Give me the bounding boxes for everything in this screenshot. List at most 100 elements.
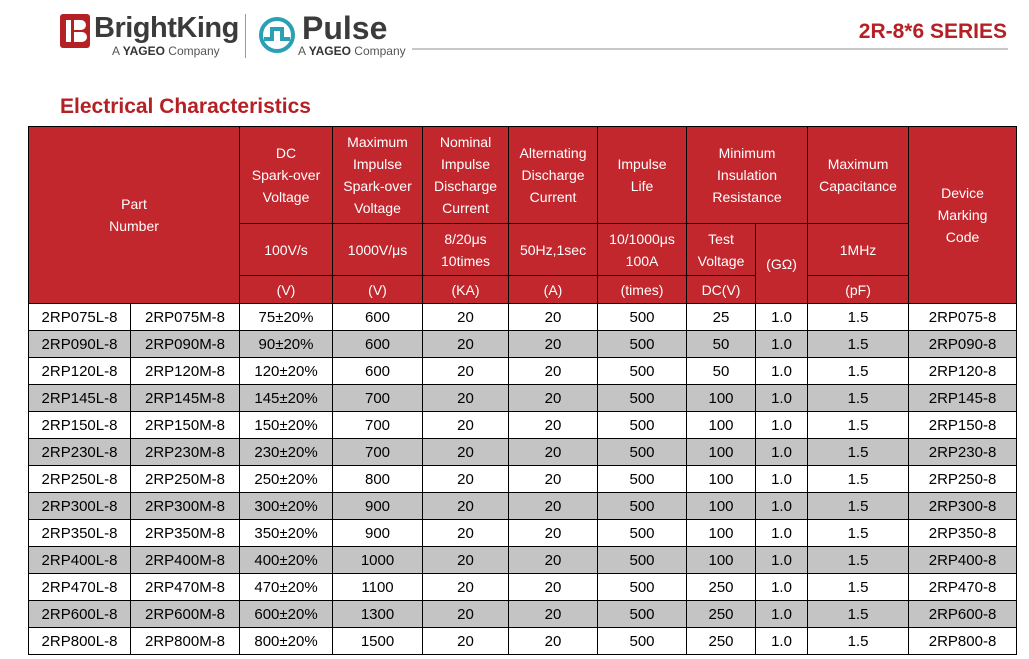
cell-capacitance: 1.5: [807, 546, 910, 574]
cell-marking-code: 2RP120-8: [908, 357, 1018, 385]
cell-part-m: 2RP350M-8: [129, 519, 241, 547]
pulse-name: Pulse: [302, 10, 388, 46]
cell-alt-discharge: 20: [508, 519, 599, 547]
cell-dc-sparkover: 400±20%: [239, 546, 334, 574]
cell-part-l: 2RP470L-8: [28, 573, 131, 601]
cell-test-voltage: 250: [686, 600, 757, 628]
cell-part-m: 2RP470M-8: [129, 573, 241, 601]
cell-max-impulse: 600: [332, 303, 424, 331]
cell-capacitance: 1.5: [807, 303, 910, 331]
cell-marking-code: 2RP470-8: [908, 573, 1018, 601]
cell-part-m: 2RP150M-8: [129, 411, 241, 439]
cond-max-impulse: 1000V/μs: [332, 223, 424, 276]
section-title: Electrical Characteristics: [60, 95, 311, 118]
cell-dc-sparkover: 600±20%: [239, 600, 334, 628]
cell-capacitance: 1.5: [807, 384, 910, 412]
unit-alt-discharge: (A): [508, 275, 599, 304]
header-alt-discharge: Alternating Discharge Current: [508, 126, 599, 224]
cell-nominal-discharge: 20: [422, 492, 510, 520]
cell-marking-code: 2RP800-8: [908, 627, 1018, 655]
cell-nominal-discharge: 20: [422, 600, 510, 628]
cell-marking-code: 2RP090-8: [908, 330, 1018, 358]
table-row: 2RP120L-8 2RP120M-8 120±20% 600 20 20 500 50 1.0…: [28, 357, 1018, 385]
cell-alt-discharge: 20: [508, 600, 599, 628]
cell-capacitance: 1.5: [807, 492, 910, 520]
cell-impulse-life: 500: [597, 330, 688, 358]
cell-marking-code: 2RP230-8: [908, 438, 1018, 466]
cell-nominal-discharge: 20: [422, 411, 510, 439]
cell-impulse-life: 500: [597, 303, 688, 331]
cell-impulse-life: 500: [597, 546, 688, 574]
cell-max-impulse: 600: [332, 330, 424, 358]
cell-impulse-life: 500: [597, 492, 688, 520]
series-title: 2R-8*6 SERIES: [858, 20, 1007, 43]
cell-dc-sparkover: 300±20%: [239, 492, 334, 520]
cell-insulation-resistance: 1.0: [755, 411, 809, 439]
cell-insulation-resistance: 1.0: [755, 573, 809, 601]
cell-test-voltage: 100: [686, 519, 757, 547]
cell-impulse-life: 500: [597, 573, 688, 601]
cell-part-l: 2RP230L-8: [28, 438, 131, 466]
cell-test-voltage: 100: [686, 384, 757, 412]
cell-nominal-discharge: 20: [422, 573, 510, 601]
table-row: 2RP250L-8 2RP250M-8 250±20% 800 20 20 500 100 1.…: [28, 465, 1018, 493]
cell-alt-discharge: 20: [508, 411, 599, 439]
cell-alt-discharge: 20: [508, 303, 599, 331]
cond-test-voltage: Test Voltage: [686, 223, 757, 276]
table-row: 2RP090L-8 2RP090M-8 90±20% 600 20 20 500 50 1.0 1…: [28, 330, 1018, 358]
brightking-logo: BrightKing A YAGEO Company: [60, 12, 240, 58]
cell-part-m: 2RP145M-8: [129, 384, 241, 412]
unit-nominal-discharge: (KA): [422, 275, 510, 304]
cell-part-m: 2RP090M-8: [129, 330, 241, 358]
cell-nominal-discharge: 20: [422, 627, 510, 655]
header-max-impulse: Maximum Impulse Spark-over Voltage: [332, 126, 424, 224]
unit-resistance: (GΩ): [755, 223, 809, 304]
cell-test-voltage: 100: [686, 438, 757, 466]
unit-max-capacitance: (pF): [807, 275, 910, 304]
cell-nominal-discharge: 20: [422, 546, 510, 574]
header-rule: [412, 48, 1008, 50]
cell-nominal-discharge: 20: [422, 465, 510, 493]
cell-test-voltage: 100: [686, 546, 757, 574]
cell-part-m: 2RP300M-8: [129, 492, 241, 520]
cell-max-impulse: 800: [332, 465, 424, 493]
cell-dc-sparkover: 75±20%: [239, 303, 334, 331]
pulse-subtitle: A YAGEO Company: [298, 44, 406, 58]
pulse-mark-icon: [259, 17, 295, 53]
cell-capacitance: 1.5: [807, 465, 910, 493]
cell-part-m: 2RP230M-8: [129, 438, 241, 466]
table-row: 2RP075L-8 2RP075M-8 75±20% 600 20 20 500 25 1.0 1…: [28, 303, 1018, 331]
cell-marking-code: 2RP350-8: [908, 519, 1018, 547]
cell-alt-discharge: 20: [508, 330, 599, 358]
cell-dc-sparkover: 150±20%: [239, 411, 334, 439]
cell-max-impulse: 900: [332, 519, 424, 547]
cell-nominal-discharge: 20: [422, 438, 510, 466]
cell-insulation-resistance: 1.0: [755, 492, 809, 520]
cell-test-voltage: 250: [686, 627, 757, 655]
table-row: 2RP150L-8 2RP150M-8 150±20% 700 20 20 500 100 1.…: [28, 411, 1018, 439]
cond-dc-sparkover: 100V/s: [239, 223, 334, 276]
table-row: 2RP230L-8 2RP230M-8 230±20% 700 20 20 500 100 1.…: [28, 438, 1018, 466]
cell-insulation-resistance: 1.0: [755, 384, 809, 412]
header-marking-code: Device Marking Code: [908, 126, 1018, 304]
cell-insulation-resistance: 1.0: [755, 357, 809, 385]
cell-capacitance: 1.5: [807, 330, 910, 358]
electrical-characteristics-table: Part Number DC Spark-over Voltage Maximum Im…: [27, 126, 1018, 655]
unit-max-impulse: (V): [332, 275, 424, 304]
cell-insulation-resistance: 1.0: [755, 627, 809, 655]
brightking-mark-icon: [60, 14, 90, 48]
cell-max-impulse: 900: [332, 492, 424, 520]
cell-capacitance: 1.5: [807, 600, 910, 628]
cond-nominal-discharge: 8/20μs 10times: [422, 223, 510, 276]
cell-dc-sparkover: 470±20%: [239, 573, 334, 601]
cell-nominal-discharge: 20: [422, 357, 510, 385]
cell-impulse-life: 500: [597, 627, 688, 655]
header-part-number: Part Number: [27, 126, 241, 304]
cell-insulation-resistance: 1.0: [755, 546, 809, 574]
table-row: 2RP145L-8 2RP145M-8 145±20% 700 20 20 500 100 1.…: [28, 384, 1018, 412]
cell-nominal-discharge: 20: [422, 384, 510, 412]
cell-marking-code: 2RP300-8: [908, 492, 1018, 520]
cell-part-l: 2RP120L-8: [28, 357, 131, 385]
cell-insulation-resistance: 1.0: [755, 465, 809, 493]
cell-marking-code: 2RP150-8: [908, 411, 1018, 439]
